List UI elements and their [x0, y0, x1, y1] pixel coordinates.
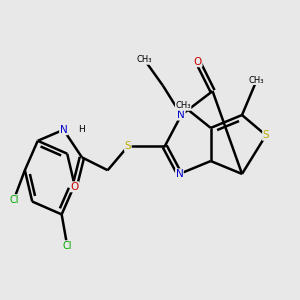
Text: CH₃: CH₃: [176, 101, 191, 110]
Text: O: O: [70, 182, 79, 192]
Text: N: N: [60, 125, 68, 135]
Text: CH₃: CH₃: [249, 76, 265, 85]
Text: N: N: [177, 110, 185, 120]
Text: S: S: [262, 130, 269, 140]
Text: N: N: [176, 169, 183, 179]
Text: CH₃: CH₃: [137, 55, 152, 64]
Text: S: S: [124, 141, 131, 151]
Text: Cl: Cl: [9, 195, 19, 205]
Text: Cl: Cl: [62, 241, 72, 251]
Text: O: O: [194, 57, 202, 67]
Text: H: H: [78, 125, 85, 134]
